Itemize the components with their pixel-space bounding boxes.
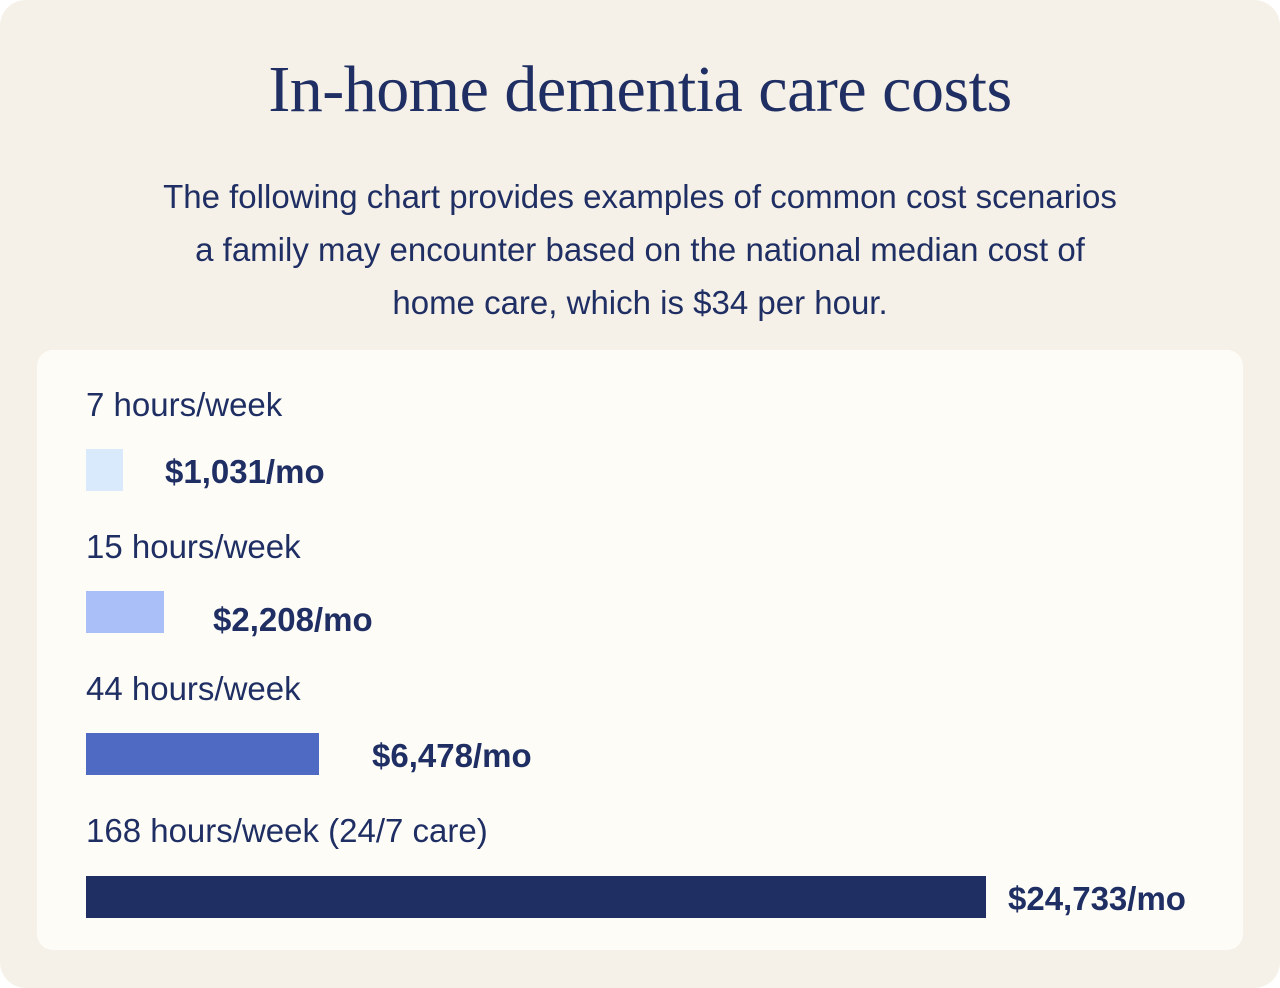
bar-7h xyxy=(86,449,123,491)
row-label-15h: 15 hours/week xyxy=(86,528,301,565)
bar-168h xyxy=(86,876,986,918)
row-label-44h: 44 hours/week xyxy=(86,670,301,707)
chart-panel xyxy=(37,350,1243,950)
chart-title: In-home dementia care costs xyxy=(268,53,1012,126)
value-label-7h: $1,031/mo xyxy=(165,453,325,490)
row-label-168h: 168 hours/week (24/7 care) xyxy=(86,812,488,849)
value-label-44h: $6,478/mo xyxy=(372,737,532,774)
bar-15h xyxy=(86,591,164,633)
bar-44h xyxy=(86,733,319,775)
row-label-7h: 7 hours/week xyxy=(86,386,283,423)
chart-subtitle: The following chart provides examples of… xyxy=(163,178,1117,321)
value-label-168h: $24,733/mo xyxy=(1008,880,1186,917)
value-label-15h: $2,208/mo xyxy=(213,601,373,638)
